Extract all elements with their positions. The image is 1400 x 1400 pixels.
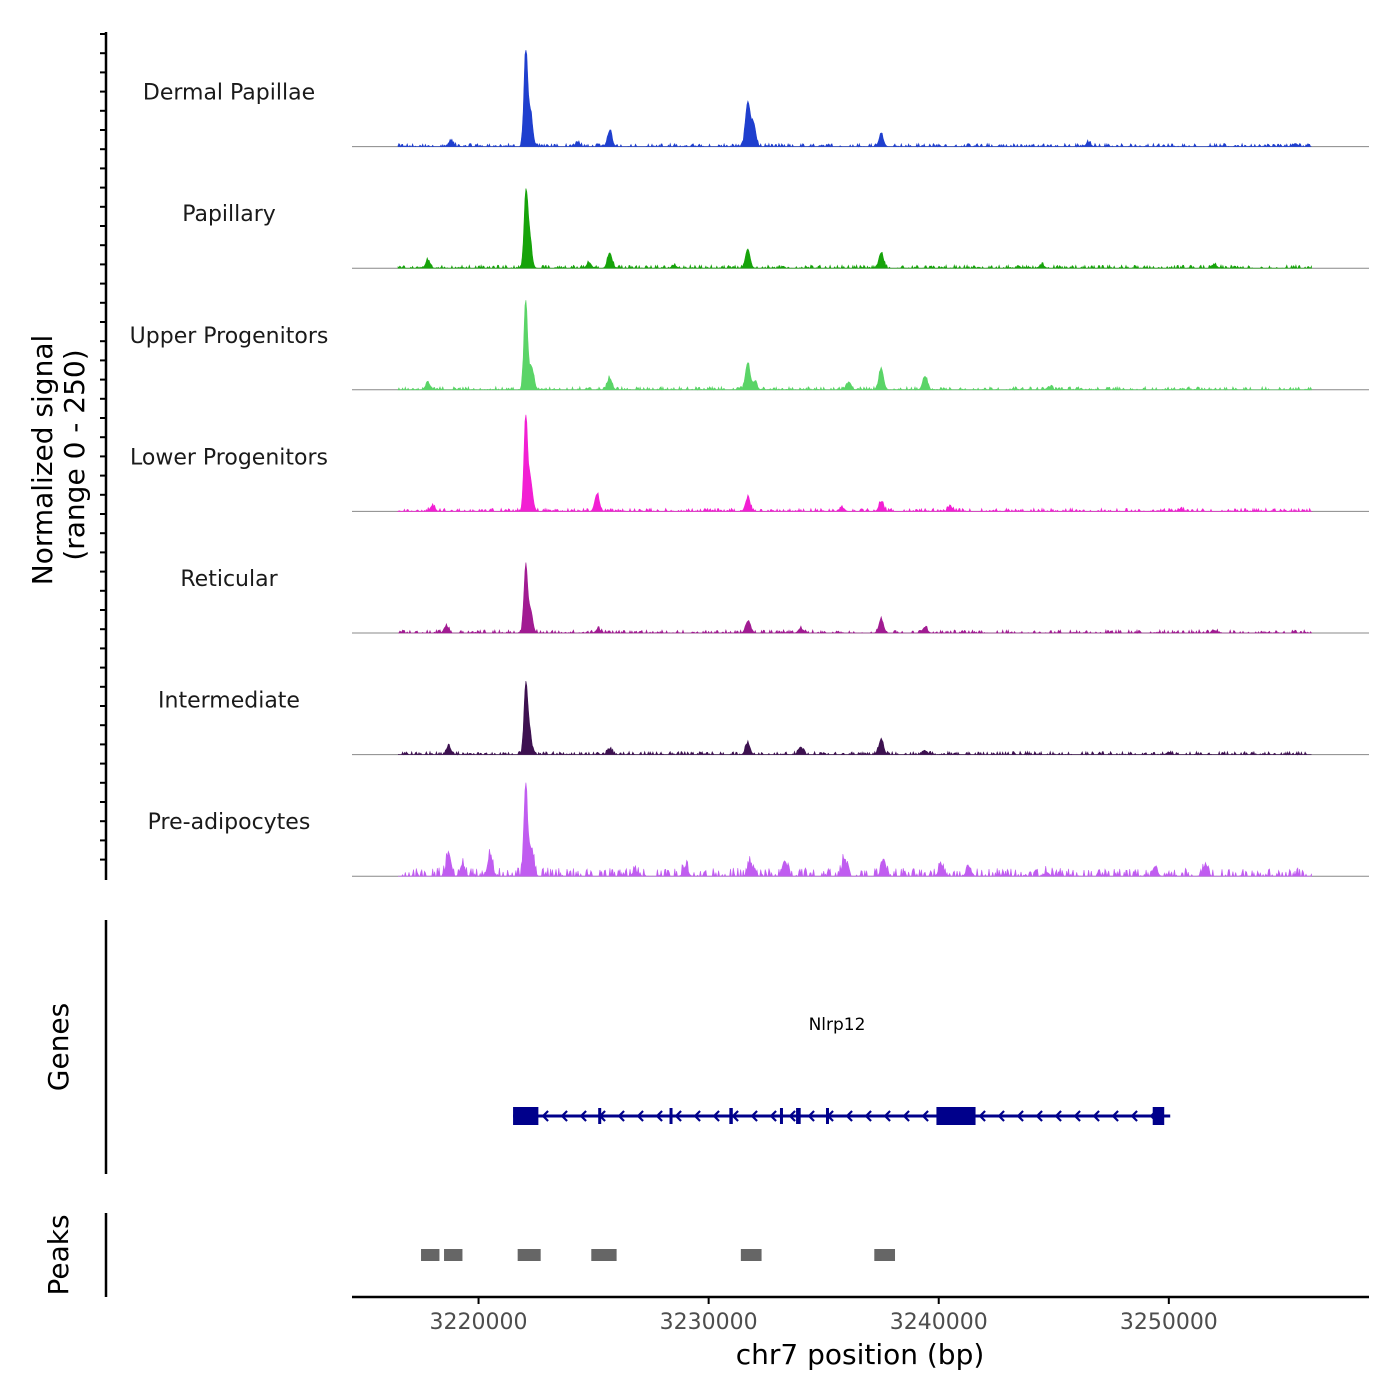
x-tick-label: 3230000: [660, 1310, 758, 1335]
track-signal-area: [397, 49, 1312, 148]
track-label: Lower Progenitors: [130, 445, 328, 470]
strand-arrow: [560, 1110, 568, 1122]
track-lower-progenitors: Lower Progenitors: [130, 414, 1369, 513]
peak-region: [874, 1249, 896, 1261]
strand-arrow: [693, 1110, 701, 1122]
x-tick-label: 3240000: [890, 1310, 988, 1335]
track-signal-area: [397, 414, 1313, 513]
signal-y-axis: [100, 32, 108, 880]
signal-axis-title-line1: Normalized signal: [26, 335, 59, 586]
strand-arrow: [617, 1110, 625, 1122]
peak-region: [517, 1249, 541, 1261]
strand-arrow: [1111, 1110, 1119, 1122]
x-tick-label: 3250000: [1120, 1310, 1218, 1335]
strand-arrow: [978, 1110, 986, 1122]
track-label: Dermal Papillae: [143, 81, 315, 106]
track-signal-area: [398, 562, 1313, 634]
gene-track: Nlrp12: [513, 1015, 1171, 1125]
track-dermal-papillae: Dermal Papillae: [143, 49, 1369, 148]
peak-region: [740, 1249, 762, 1261]
strand-arrow: [579, 1110, 587, 1122]
strand-arrow: [845, 1110, 853, 1122]
coverage-tracks: Dermal Papillae Papillary Upper Progenitor…: [130, 49, 1369, 878]
strand-arrow: [864, 1110, 872, 1122]
track-reticular: Reticular: [180, 562, 1369, 634]
signal-axis-title-line2: (range 0 - 250): [58, 349, 91, 560]
strand-arrow: [1035, 1110, 1043, 1122]
track-papillary: Papillary: [182, 188, 1369, 270]
gene-exon: [669, 1108, 673, 1124]
strand-arrow: [541, 1110, 549, 1122]
gene-exon: [936, 1107, 976, 1125]
x-tick-label: 3220000: [430, 1310, 528, 1335]
track-intermediate: Intermediate: [158, 680, 1369, 756]
peak-track: [421, 1249, 896, 1261]
track-label: Intermediate: [158, 689, 300, 714]
strand-arrow: [674, 1110, 682, 1122]
strand-arrow: [769, 1110, 777, 1122]
strand-arrow: [921, 1110, 929, 1122]
track-label: Upper Progenitors: [130, 324, 329, 349]
track-signal-area: [397, 680, 1312, 756]
gene-exon: [796, 1108, 801, 1124]
track-signal-area: [397, 300, 1312, 391]
gene-exon: [779, 1108, 783, 1124]
strand-arrow: [712, 1110, 720, 1122]
strand-arrow: [807, 1110, 815, 1122]
gene-name-label: Nlrp12: [809, 1015, 866, 1035]
x-axis: 3220000 3230000 3240000 3250000: [430, 1297, 1218, 1335]
gene-exon: [1152, 1107, 1165, 1125]
gene-exon: [825, 1108, 829, 1124]
track-label: Pre-adipocytes: [148, 810, 311, 835]
strand-arrow: [750, 1110, 758, 1122]
track-signal-area: [397, 188, 1312, 270]
strand-arrow: [1130, 1110, 1138, 1122]
x-axis-title: chr7 position (bp): [736, 1338, 985, 1371]
peak-region: [444, 1249, 463, 1261]
gene-exon: [729, 1108, 733, 1124]
track-pre-adipocytes: Pre-adipocytes: [148, 782, 1369, 878]
strand-arrow: [883, 1110, 891, 1122]
strand-arrow: [1092, 1110, 1100, 1122]
strand-arrow: [997, 1110, 1005, 1122]
strand-arrow: [1054, 1110, 1062, 1122]
gene-exon: [598, 1108, 602, 1124]
track-label: Papillary: [182, 202, 276, 227]
strand-arrow: [636, 1110, 644, 1122]
strand-arrow: [1073, 1110, 1081, 1122]
strand-arrow: [731, 1110, 739, 1122]
track-signal-area: [398, 782, 1312, 878]
gene-exon: [513, 1107, 539, 1125]
peak-region: [591, 1249, 617, 1261]
strand-arrow: [902, 1110, 910, 1122]
peaks-axis-title: Peaks: [42, 1214, 75, 1295]
peak-region: [421, 1249, 440, 1261]
track-upper-progenitors: Upper Progenitors: [130, 300, 1369, 391]
genes-axis-title: Genes: [42, 1003, 75, 1091]
strand-arrow: [655, 1110, 663, 1122]
strand-arrow: [788, 1110, 796, 1122]
track-label: Reticular: [180, 567, 278, 592]
strand-arrow: [1016, 1110, 1024, 1122]
